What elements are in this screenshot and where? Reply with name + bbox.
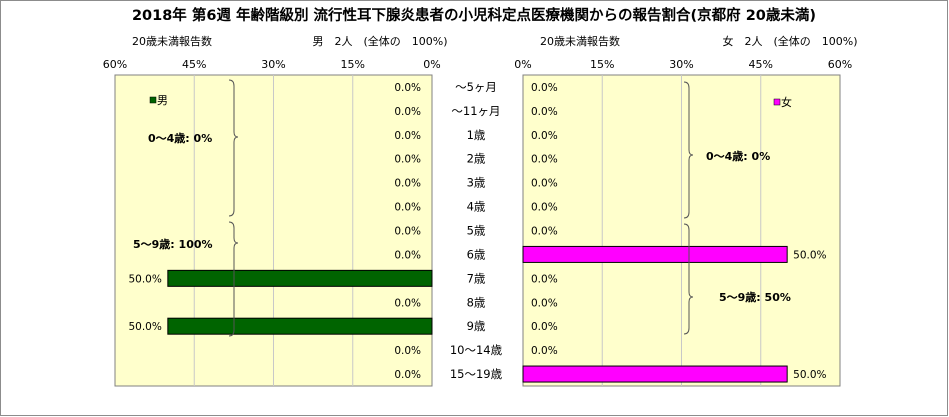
- category-label: 8歳: [467, 295, 486, 309]
- female-data-labels: 0.0% 0.0% 0.0% 0.0% 0.0% 0.0% 0.0% 50.0% 0.0% 0.0…: [531, 82, 827, 381]
- male-summary-header: 男 2人 (全体の 100%): [312, 34, 447, 48]
- female-data-label: 0.0%: [531, 154, 558, 166]
- female-summary-header: 女 2人 (全体の 100%): [722, 34, 857, 48]
- male-data-label: 0.0%: [394, 226, 421, 238]
- female-count-header: 20歳未満報告数: [540, 35, 620, 48]
- female-data-label: 0.0%: [531, 178, 558, 190]
- female-axis-ticks: 0% 15% 30% 45% 60%: [514, 58, 852, 71]
- category-label: 10～14歳: [450, 343, 503, 357]
- male-bar: [167, 317, 433, 335]
- male-annotation-5-9: 5～9歳: 100%: [133, 237, 213, 251]
- female-tick-label: 15%: [590, 58, 614, 71]
- female-data-label: 0.0%: [531, 321, 558, 333]
- female-data-label: 0.0%: [531, 82, 558, 94]
- male-tick-label: 60%: [103, 58, 127, 71]
- male-brace-0-4: [228, 79, 239, 217]
- female-tick-label: 0%: [514, 58, 531, 71]
- female-data-label: 0.0%: [531, 297, 558, 309]
- category-label: 4歳: [467, 200, 486, 214]
- female-data-label: 0.0%: [531, 226, 558, 238]
- category-label: 6歳: [467, 247, 486, 261]
- category-label: ～11ヶ月: [451, 104, 500, 118]
- male-data-label: 50.0%: [128, 273, 161, 285]
- male-brace-5-9: [228, 221, 239, 337]
- female-data-label: 0.0%: [531, 202, 558, 214]
- male-data-label: 0.0%: [394, 82, 421, 94]
- female-annotation-0-4: 0～4歳: 0%: [706, 149, 770, 163]
- category-labels: ～5ヶ月 ～11ヶ月 1歳 2歳 3歳 4歳 5歳 6歳 7歳 8歳 9歳 10～14歳 15～19歳: [450, 80, 503, 381]
- male-data-labels: 0.0% 0.0% 0.0% 0.0% 0.0% 0.0% 0.0% 0.0% 50.0% 0.0…: [128, 82, 421, 381]
- male-legend-swatch: [149, 96, 157, 104]
- category-label: 15～19歳: [450, 367, 503, 381]
- category-label: 2歳: [467, 152, 486, 166]
- male-annotation-0-4: 0～4歳: 0%: [148, 131, 212, 145]
- female-legend-label: 女: [781, 95, 792, 109]
- female-data-label: 50.0%: [793, 249, 826, 261]
- chart-title: 2018年 第6週 年齢階級別 流行性耳下腺炎患者の小児科定点医療機関からの報告…: [132, 6, 816, 24]
- female-brace-0-4: [683, 81, 694, 219]
- female-bars: [522, 245, 788, 383]
- female-annotation-5-9: 5～9歳: 50%: [719, 290, 791, 304]
- male-data-label: 0.0%: [394, 297, 421, 309]
- female-data-label: 0.0%: [531, 106, 558, 118]
- female-data-label: 0.0%: [531, 273, 558, 285]
- category-label: ～5ヶ月: [455, 80, 497, 94]
- male-data-label: 0.0%: [394, 202, 421, 214]
- female-tick-label: 60%: [828, 58, 852, 71]
- category-label: 5歳: [467, 224, 486, 238]
- male-data-label: 50.0%: [128, 321, 161, 333]
- male-tick-label: 30%: [261, 58, 285, 71]
- male-data-label: 0.0%: [394, 249, 421, 261]
- male-tick-label: 15%: [341, 58, 365, 71]
- female-data-label: 0.0%: [531, 345, 558, 357]
- male-tick-label: 45%: [182, 58, 206, 71]
- female-data-label: 0.0%: [531, 130, 558, 142]
- female-tick-label: 45%: [749, 58, 773, 71]
- male-data-label: 0.0%: [394, 106, 421, 118]
- male-data-label: 0.0%: [394, 345, 421, 357]
- female-tick-label: 30%: [669, 58, 693, 71]
- male-count-header: 20歳未満報告数: [132, 35, 212, 48]
- male-tick-label: 0%: [423, 58, 440, 71]
- male-bar: [167, 269, 433, 287]
- male-legend-label: 男: [157, 94, 168, 107]
- female-brace-5-9: [683, 223, 694, 335]
- male-data-label: 0.0%: [394, 130, 421, 142]
- male-data-label: 0.0%: [394, 369, 421, 381]
- male-data-label: 0.0%: [394, 154, 421, 166]
- male-data-label: 0.0%: [394, 178, 421, 190]
- male-axis-ticks: 60% 45% 30% 15% 0%: [103, 58, 441, 71]
- female-bar: [522, 365, 788, 383]
- female-data-label: 50.0%: [793, 369, 826, 381]
- female-bar: [522, 245, 788, 263]
- category-label: 7歳: [467, 271, 486, 285]
- category-label: 9歳: [467, 319, 486, 333]
- category-label: 3歳: [467, 176, 486, 190]
- category-label: 1歳: [467, 128, 486, 142]
- female-legend-swatch: [773, 98, 781, 106]
